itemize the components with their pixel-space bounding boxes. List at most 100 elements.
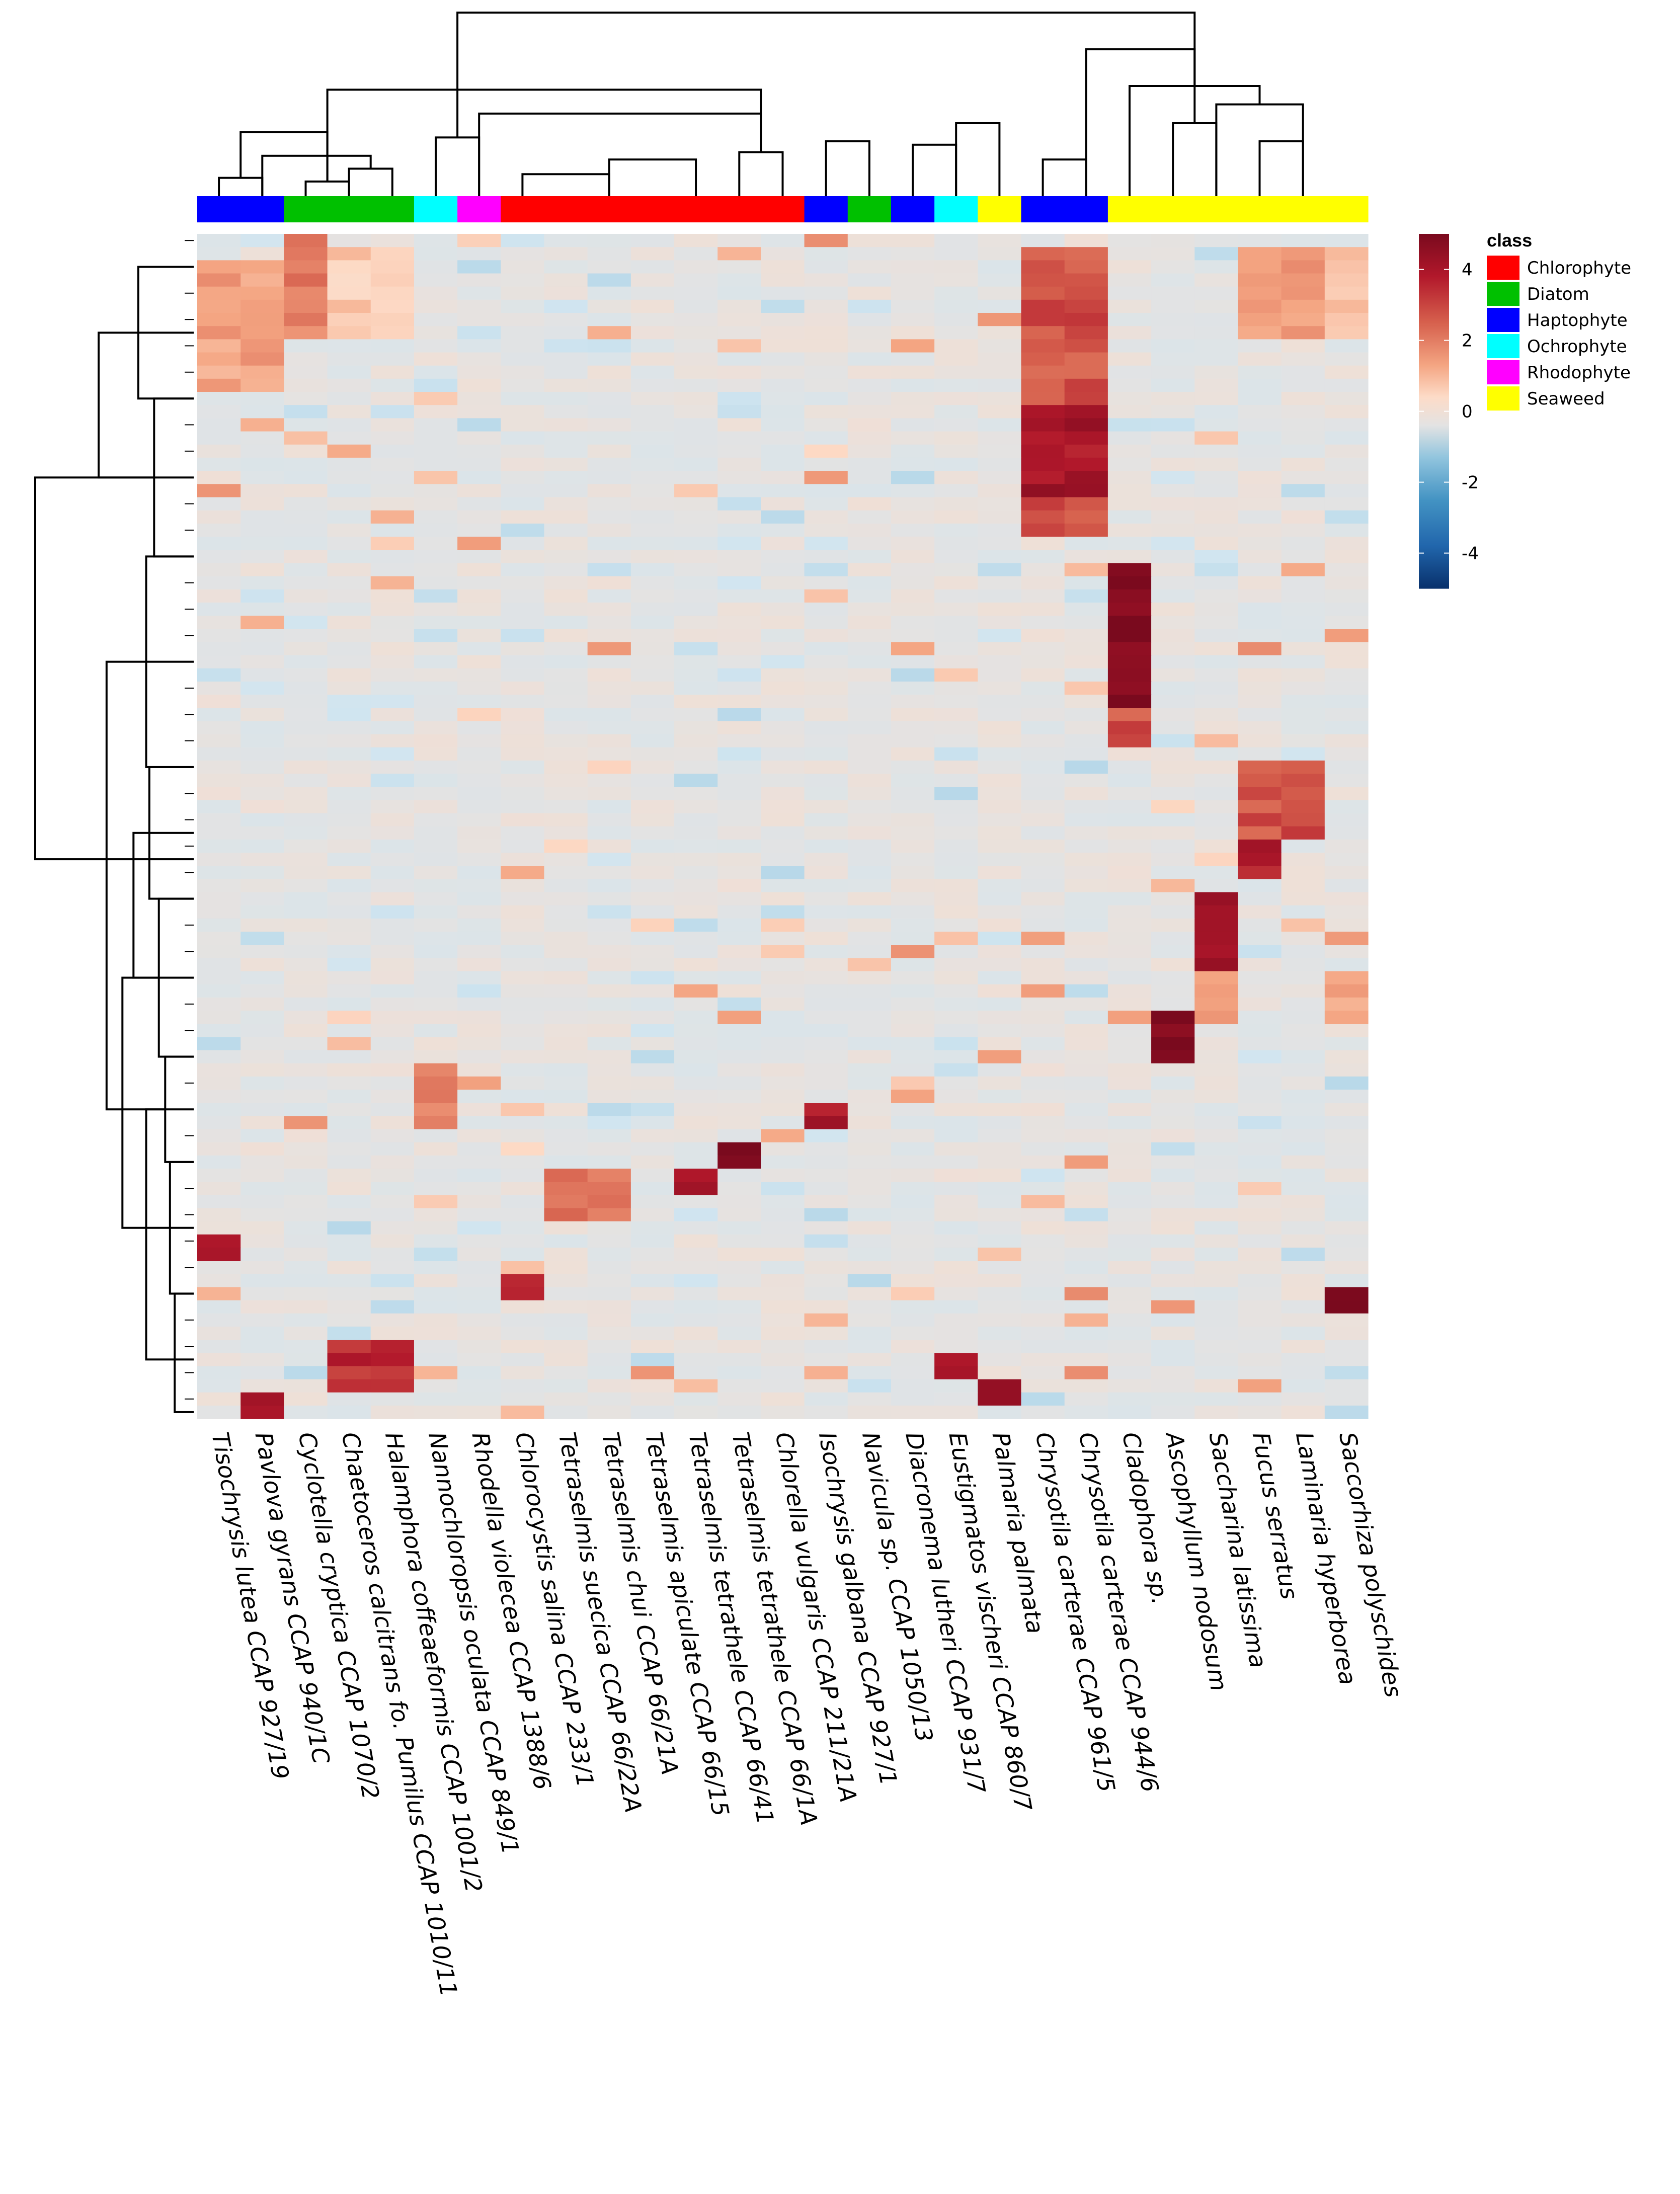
heatmap-cell [1324,1195,1369,1208]
heatmap-cell [587,550,631,563]
heatmap-cell [891,931,935,945]
heatmap-cell [1151,813,1195,827]
heatmap-cell [717,1274,762,1287]
heatmap-cell [1281,615,1325,629]
heatmap-cell [934,1010,978,1024]
heatmap-cell [891,1366,935,1380]
dendrogram-branch [121,977,194,1229]
heatmap-cell [804,879,848,892]
heatmap-cell [1151,497,1195,511]
heatmap-cell [717,1247,762,1261]
heatmap-cell [1107,1063,1152,1077]
heatmap-cell [197,668,241,682]
heatmap-cell [1151,313,1195,327]
heatmap-cell [414,1313,458,1327]
heatmap-cell [1064,629,1108,642]
heatmap-cell [934,997,978,1011]
heatmap-cell [1194,418,1239,432]
heatmap-cell [630,1261,675,1274]
heatmap-cell [327,286,371,300]
heatmap-cell [717,1234,762,1248]
heatmap-cell [327,1024,371,1037]
heatmap-cell [1107,708,1152,721]
heatmap-cell [1324,1326,1369,1340]
heatmap-cell [370,550,415,563]
heatmap-cell [1151,997,1195,1011]
heatmap-cell [674,839,718,853]
heatmap-cell [1194,484,1239,498]
heatmap-cell [1151,339,1195,353]
heatmap-cell [847,1340,892,1353]
heatmap-cell [1281,1405,1325,1419]
heatmap-cell [1064,576,1108,590]
heatmap-cell [978,405,1022,419]
class-cell [1324,196,1369,222]
heatmap-cell [630,1313,675,1327]
colorbar-tick-label: 2 [1462,331,1473,351]
heatmap-cell [1281,418,1325,432]
heatmap-cell [1238,457,1282,471]
heatmap-cell [1107,392,1152,405]
heatmap-cell [241,563,284,577]
heatmap-cell [1151,694,1195,708]
heatmap-cell [544,668,588,682]
heatmap-cell [1064,273,1108,287]
heatmap-cell [1194,247,1239,261]
heatmap-cell [501,984,545,998]
heatmap-cell [978,852,1022,866]
heatmap-cell [1194,1155,1239,1169]
heatmap-cell [544,1379,588,1393]
heatmap-cell [1281,1063,1325,1077]
heatmap-cell [370,471,415,484]
heatmap-cell [284,997,328,1011]
heatmap-cell [847,444,892,458]
heatmap-cell [327,563,371,577]
heatmap-cell [674,747,718,761]
heatmap-cell [717,918,762,932]
heatmap-cell [717,826,762,840]
heatmap-cell [284,1037,328,1050]
heatmap-cell [327,1353,371,1366]
heatmap-cell [327,866,371,879]
heatmap-cell [1324,958,1369,971]
heatmap-cell [1151,1010,1195,1024]
heatmap-cell [457,392,501,405]
heatmap-cell [1324,273,1369,287]
heatmap-cell [587,800,631,814]
heatmap-cell [717,734,762,748]
class-cell [241,196,284,222]
heatmap-cell [717,392,762,405]
heatmap-cell [457,800,501,814]
heatmap-cell [327,602,371,616]
heatmap-cell [891,681,935,695]
heatmap-cell [1238,1063,1282,1077]
heatmap-cell [370,602,415,616]
heatmap-cell [1151,642,1195,656]
heatmap-cell [804,629,848,642]
heatmap-cell [284,734,328,748]
heatmap-cell [1151,1103,1195,1116]
heatmap-cell [587,484,631,498]
heatmap-cell [1151,431,1195,445]
heatmap-cell [284,1326,328,1340]
heatmap-cell [1281,1155,1325,1169]
heatmap-cell [674,866,718,879]
heatmap-cell [891,286,935,300]
heatmap-cell [1238,405,1282,419]
heatmap-cell [1107,405,1152,419]
heatmap-cell [630,905,675,919]
heatmap-cell [1238,1142,1282,1156]
heatmap-cell [414,1247,458,1261]
heatmap-cell [891,629,935,642]
heatmap-cell [1194,787,1239,800]
heatmap-cell [501,760,545,774]
heatmap-cell [1107,945,1152,958]
heatmap-cell [630,694,675,708]
heatmap-cell [804,1010,848,1024]
dendrogram-branch [348,168,393,196]
heatmap-cell [284,1089,328,1103]
heatmap-cell [414,708,458,721]
heatmap-cell [630,1037,675,1050]
heatmap-cell [544,1274,588,1287]
heatmap-cell [891,602,935,616]
